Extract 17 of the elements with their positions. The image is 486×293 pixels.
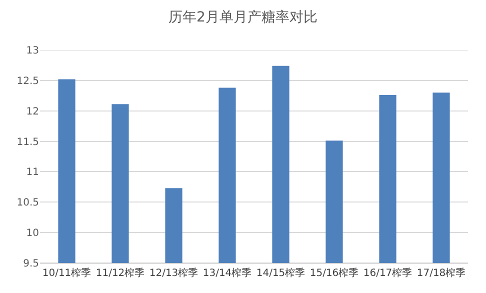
x-tick-label: 15/16榨季 bbox=[310, 267, 359, 279]
x-tick-label: 13/14榨季 bbox=[202, 267, 252, 279]
x-tick-label: 17/18榨季 bbox=[416, 267, 466, 279]
x-tick-label: 12/13榨季 bbox=[149, 267, 198, 279]
y-tick-label: 11.5 bbox=[16, 136, 39, 148]
y-tick-label: 12 bbox=[26, 106, 39, 118]
y-tick-label: 13 bbox=[26, 46, 39, 56]
x-tick-label: 10/11榨季 bbox=[42, 267, 92, 279]
x-tick-label: 14/15榨季 bbox=[256, 267, 306, 279]
y-tick-label: 11 bbox=[26, 167, 39, 178]
y-tick-label: 10.5 bbox=[16, 198, 39, 209]
chart-title: 历年2月单月产糖率对比 bbox=[168, 10, 318, 26]
x-tick-label: 16/17榨季 bbox=[363, 267, 412, 279]
y-tick-label: 12.5 bbox=[16, 76, 39, 87]
y-tick-label: 10 bbox=[26, 228, 39, 240]
y-tick-label: 9.5 bbox=[23, 258, 39, 270]
x-tick-label: 11/12榨季 bbox=[96, 267, 145, 279]
